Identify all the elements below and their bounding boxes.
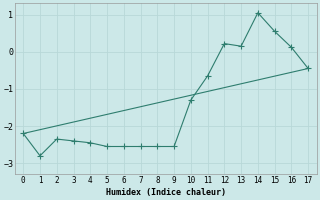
X-axis label: Humidex (Indice chaleur): Humidex (Indice chaleur): [106, 188, 226, 197]
